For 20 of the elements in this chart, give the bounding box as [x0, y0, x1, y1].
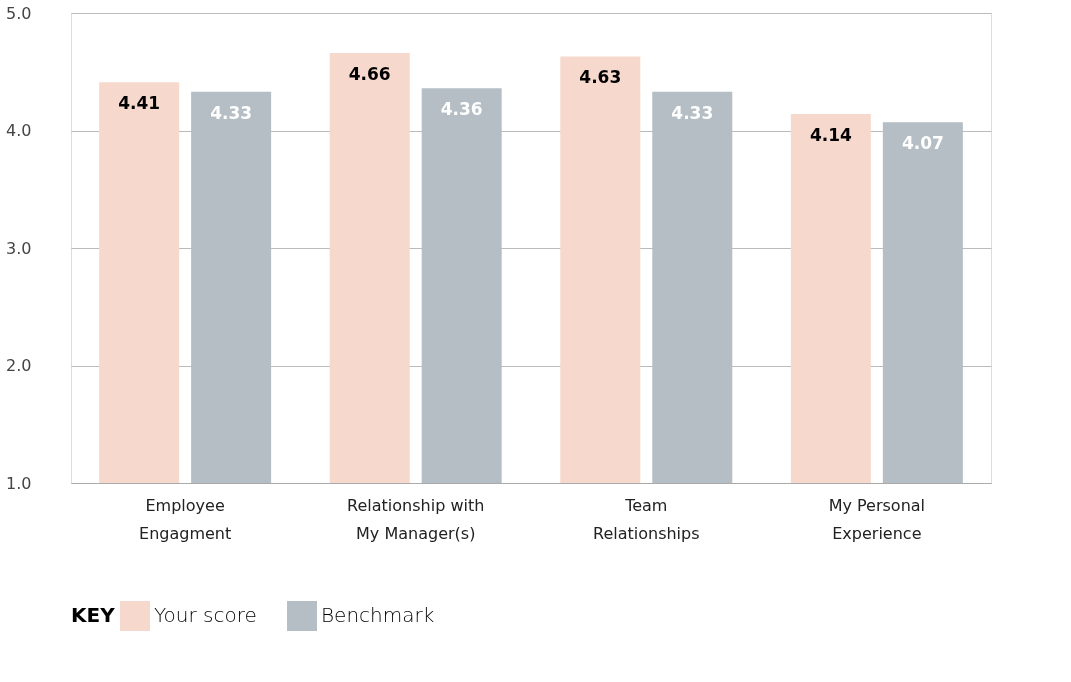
y-tick-label: 4.0	[6, 121, 32, 140]
data-label: 4.07	[901, 133, 944, 154]
y-tick-label: 3.0	[6, 238, 32, 258]
legend-title: KEY	[71, 603, 116, 627]
data-label: 4.36	[440, 99, 483, 120]
data-label: 4.33	[671, 102, 714, 123]
y-tick-label: 2.0	[6, 356, 32, 375]
y-tick-label: 1.0	[6, 473, 32, 493]
data-label: 4.63	[579, 67, 622, 88]
y-tick-label: 5.0	[6, 3, 32, 23]
x-tick-label: Employee Engagment	[139, 495, 232, 543]
x-tick-label: Relationship with My Manager(s)	[347, 495, 485, 543]
data-label: 4.41	[118, 93, 161, 114]
x-tick-label: Team Relationships	[593, 495, 700, 543]
data-label: 4.14	[809, 125, 853, 146]
data-label: 4.66	[348, 63, 391, 84]
x-tick-label: My Personal Experience	[828, 495, 926, 543]
legend-label: Benchmark	[321, 603, 435, 627]
data-label: 4.33	[210, 102, 253, 123]
legend-label: Your score	[154, 603, 257, 627]
